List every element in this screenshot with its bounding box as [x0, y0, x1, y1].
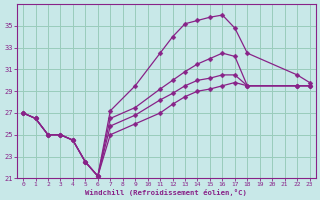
X-axis label: Windchill (Refroidissement éolien,°C): Windchill (Refroidissement éolien,°C) — [85, 189, 247, 196]
